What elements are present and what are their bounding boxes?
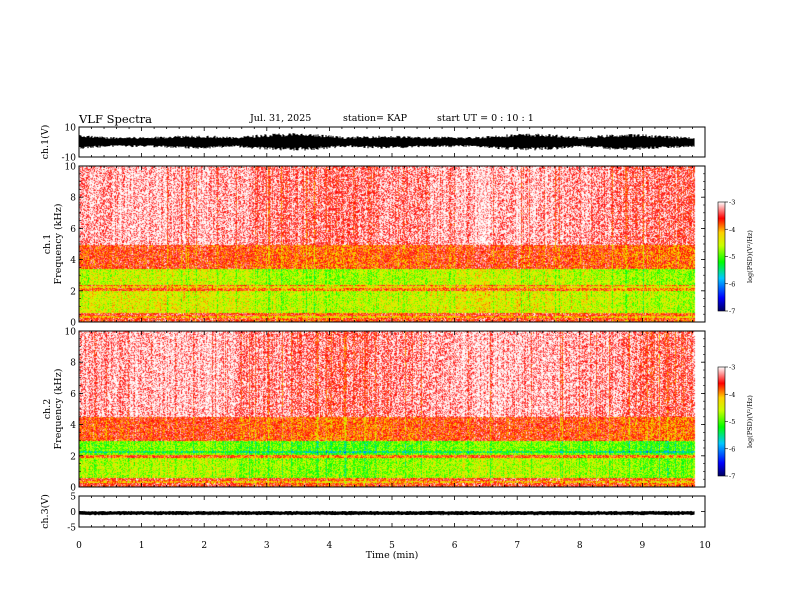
y-tick-label: 0 — [70, 484, 76, 494]
y-tick-label: -5 — [67, 524, 76, 534]
y-tick-label: 8 — [70, 194, 76, 204]
colorbar-tick-label: -6 — [729, 445, 735, 453]
y-tick-label: 10 — [65, 328, 77, 338]
x-tick-label: 2 — [201, 541, 207, 551]
x-tick-label: 8 — [577, 541, 583, 551]
x-tick-label: 6 — [452, 541, 458, 551]
y-tick-label: 6 — [70, 390, 76, 400]
start-ut-label: start UT = 0 : 10 : 1 — [437, 113, 534, 124]
x-tick-label: 10 — [699, 541, 711, 551]
colorbar-label: log(PSD)(V²/Hz) — [746, 230, 754, 283]
ch1-spectrogram-image — [79, 166, 705, 322]
ch1-waveform-trace — [79, 133, 695, 151]
colorbar-tick-label: -7 — [729, 308, 735, 316]
date-label: Jul. 31, 2025 — [250, 113, 312, 124]
colorbar — [717, 366, 726, 477]
colorbar-tick-label: -7 — [729, 473, 735, 481]
colorbar-tick-label: -5 — [729, 253, 735, 261]
colorbar-tick-label: -4 — [729, 391, 735, 399]
y-tick-label: 5 — [70, 493, 76, 503]
y-axis-label: Frequency (kHz) — [53, 369, 64, 450]
colorbar-tick-label: -6 — [729, 280, 735, 288]
x-tick-label: 7 — [514, 541, 520, 551]
y-tick-label: 2 — [70, 452, 76, 462]
y-axis-label: Frequency (kHz) — [53, 204, 64, 285]
colorbar-tick-label: -3 — [729, 199, 735, 207]
ch3-waveform-trace — [79, 510, 695, 516]
x-tick-label: 3 — [264, 541, 270, 551]
colorbar — [717, 201, 726, 312]
x-tick-label: 4 — [327, 541, 333, 551]
y-tick-label: 0 — [70, 508, 76, 518]
y-tick-label: 0 — [70, 319, 76, 329]
station-label: station= KAP — [343, 113, 407, 124]
y-axis-label: ch.3(V) — [40, 494, 51, 529]
x-tick-label: 1 — [139, 541, 145, 551]
y-tick-label: 6 — [70, 225, 76, 235]
colorbar-tick-label: -5 — [729, 418, 735, 426]
colorbar-label: log(PSD)(V²/Hz) — [746, 395, 754, 448]
x-tick-label: 5 — [389, 541, 395, 551]
colorbar-tick-label: -3 — [729, 364, 735, 372]
x-tick-label: 9 — [640, 541, 646, 551]
y-axis-label: ch.2 — [42, 399, 53, 420]
y-axis-label: ch.1(V) — [40, 125, 51, 160]
chart-title: VLF Spectra — [79, 112, 153, 126]
x-axis-label: Time (min) — [366, 550, 419, 561]
ch2-spectrogram-image — [79, 331, 705, 487]
y-axis-label: ch.1 — [42, 234, 53, 255]
colorbar-tick-label: -4 — [729, 226, 735, 234]
y-tick-label: 4 — [70, 421, 76, 431]
y-tick-label: -10 — [62, 154, 77, 164]
x-tick-label: 0 — [76, 541, 82, 551]
y-tick-label: 8 — [70, 359, 76, 369]
y-tick-label: 10 — [65, 124, 77, 134]
y-tick-label: 4 — [70, 256, 76, 266]
y-tick-label: 2 — [70, 287, 76, 297]
y-tick-label: 10 — [65, 163, 77, 173]
